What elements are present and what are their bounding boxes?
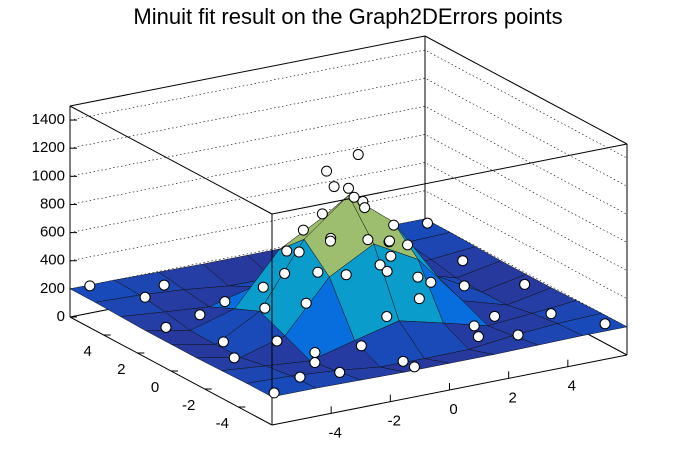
data-point xyxy=(397,355,409,367)
data-point xyxy=(228,352,240,364)
y-tick-label: 0 xyxy=(151,379,159,396)
data-point xyxy=(457,255,469,267)
data-point xyxy=(413,293,425,305)
x-tick-label: 0 xyxy=(449,401,457,418)
y-tick-label: -2 xyxy=(182,397,195,414)
data-point xyxy=(384,235,396,247)
data-point xyxy=(458,280,470,292)
data-point xyxy=(489,310,501,322)
data-point xyxy=(257,281,269,293)
data-point xyxy=(381,311,393,323)
grid-line xyxy=(69,49,628,159)
data-point xyxy=(293,246,305,258)
grid-line xyxy=(69,218,628,328)
z-tick-label: 400 xyxy=(40,252,65,269)
box-edge xyxy=(424,35,628,145)
data-point xyxy=(312,266,324,278)
data-point xyxy=(422,217,433,229)
data-point xyxy=(194,309,206,321)
data-point xyxy=(402,239,414,251)
data-point xyxy=(84,280,96,292)
data-point xyxy=(281,245,293,257)
data-point xyxy=(599,318,611,330)
data-point xyxy=(343,182,354,194)
box-edge xyxy=(69,105,273,215)
y-tick-label: -4 xyxy=(216,415,229,432)
data-point xyxy=(512,329,524,341)
x-tick-label: 4 xyxy=(568,378,576,395)
data-point xyxy=(271,335,283,347)
y-tick-label: 4 xyxy=(83,343,91,360)
data-point xyxy=(219,296,231,308)
data-point xyxy=(309,357,321,369)
grid-line xyxy=(69,162,628,271)
z-tick-label: 1200 xyxy=(32,139,65,156)
data-point xyxy=(340,269,352,281)
data-point xyxy=(294,371,306,383)
data-point xyxy=(268,387,280,399)
data-point xyxy=(355,340,367,352)
data-point xyxy=(468,320,480,332)
data-point xyxy=(324,235,336,247)
z-tick-label: 600 xyxy=(40,224,65,241)
z-tick-label: 0 xyxy=(57,308,65,325)
z-tick-label: 1000 xyxy=(32,167,65,184)
data-point xyxy=(545,308,557,320)
data-point xyxy=(297,224,309,236)
data-point xyxy=(425,276,437,288)
data-point xyxy=(160,321,172,333)
data-point xyxy=(139,291,151,303)
data-point xyxy=(309,346,321,358)
data-point xyxy=(374,259,386,271)
data-point xyxy=(359,202,371,214)
data-point xyxy=(279,267,291,279)
grid-line xyxy=(69,190,628,299)
data-point xyxy=(334,366,346,378)
data-point xyxy=(348,191,360,203)
data-point xyxy=(408,361,420,373)
grid-line xyxy=(69,134,628,243)
data-point xyxy=(412,271,424,283)
box-edge xyxy=(69,35,426,107)
z-tick-label: 1400 xyxy=(32,111,65,128)
data-point xyxy=(385,250,397,262)
z-tick-label: 800 xyxy=(40,195,65,212)
data-point xyxy=(300,297,312,309)
grid-line xyxy=(69,106,628,215)
data-point xyxy=(388,219,400,231)
chart-title: Minuit fit result on the Graph2DErrors p… xyxy=(133,4,562,29)
data-point xyxy=(321,165,333,177)
data-point xyxy=(259,302,271,314)
x-tick-label: 2 xyxy=(508,389,516,406)
x-tick-label: -4 xyxy=(328,424,341,441)
box-edge xyxy=(271,143,628,215)
data-point xyxy=(328,181,340,193)
grid-line xyxy=(69,77,628,187)
data-point xyxy=(381,265,393,277)
data-point xyxy=(352,149,364,161)
data-point xyxy=(362,234,374,246)
data-point xyxy=(217,336,229,348)
z-tick-label: 200 xyxy=(40,280,65,297)
data-point xyxy=(158,279,170,291)
data-point xyxy=(519,278,531,290)
x-tick-label: -2 xyxy=(388,413,401,430)
data-point xyxy=(472,331,484,343)
y-tick-label: 2 xyxy=(117,361,125,378)
data-point xyxy=(316,208,328,220)
